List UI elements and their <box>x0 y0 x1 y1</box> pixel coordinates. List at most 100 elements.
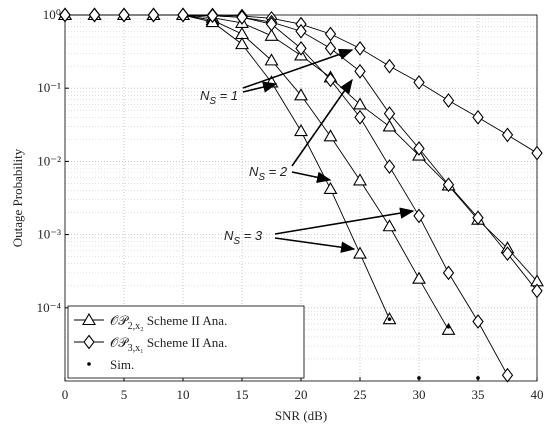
legend-rest: Scheme II Ana. <box>144 313 228 328</box>
arrow <box>291 78 353 167</box>
x-tick-label: 25 <box>354 387 367 402</box>
x-tick-label: 20 <box>295 387 308 402</box>
diamond-marker <box>472 314 484 329</box>
diamond-marker <box>147 7 160 23</box>
diamond-marker <box>442 265 455 281</box>
legend-main: 𝒪𝒫 <box>110 335 129 350</box>
diamond-marker <box>324 72 337 88</box>
annotation: NS = 2 <box>249 164 288 183</box>
triangle-marker <box>264 53 279 66</box>
annotation-rest: = 2 <box>265 164 288 179</box>
diamond-marker <box>118 7 130 23</box>
diamond-marker <box>206 8 219 24</box>
series-line <box>65 14 508 376</box>
diamond-marker <box>88 7 101 23</box>
triangle-marker <box>441 322 456 335</box>
annotation-text: N <box>224 228 234 243</box>
diamond-marker <box>442 177 455 193</box>
triangle-marker <box>382 219 397 232</box>
sim-dot <box>446 325 451 329</box>
arrow <box>242 48 354 89</box>
y-tick-label: 10⁻² <box>37 153 61 168</box>
diamond-marker <box>236 9 248 25</box>
legend-main: 𝒪𝒫 <box>110 313 129 328</box>
diamond-marker <box>354 40 366 56</box>
triangle-marker <box>353 97 367 110</box>
y-tick-label: 10⁰ <box>43 7 61 22</box>
annotation-text: N <box>200 88 210 103</box>
annotation-sub: S <box>209 96 216 107</box>
x-tick-label: 10 <box>177 387 190 402</box>
legend-box <box>67 305 305 379</box>
legend-rest: Scheme II Ana. <box>144 335 228 350</box>
plot-frame <box>64 14 538 382</box>
diamond-marker <box>265 16 278 32</box>
arrow <box>274 237 356 253</box>
triangle-marker <box>382 119 397 132</box>
diamond-marker <box>413 75 425 90</box>
diamond-marker <box>324 40 337 56</box>
x-tick-label: 40 <box>531 387 544 402</box>
x-tick-label: 5 <box>121 387 128 402</box>
triangle-marker <box>323 129 338 142</box>
diamond-marker <box>501 246 514 262</box>
diamond-marker <box>383 58 396 74</box>
diamond-marker <box>83 334 95 350</box>
diamond-marker <box>383 159 396 174</box>
diamond-marker <box>501 367 514 383</box>
diamond-marker <box>59 7 71 23</box>
y-tick-label: 10⁻¹ <box>37 80 61 95</box>
diamond-marker <box>383 106 396 121</box>
legend-sub: 3,x₁ <box>128 343 144 354</box>
legend-main: Sim. <box>110 357 134 372</box>
annotation-sub: S <box>258 172 265 183</box>
sim-dot <box>476 376 480 380</box>
triangle-marker <box>294 123 308 137</box>
sim-dot <box>87 362 91 366</box>
diamond-marker <box>295 23 307 39</box>
diamond-marker <box>531 145 543 161</box>
x-tick-label: 35 <box>472 387 485 402</box>
diamond-marker <box>472 210 484 226</box>
x-tick-label: 30 <box>413 387 426 402</box>
annotation-sub: S <box>233 236 240 247</box>
arrows <box>242 48 415 253</box>
diamond-marker <box>472 109 484 125</box>
annotation: NS = 3 <box>224 228 263 247</box>
legend-label: 𝒪𝒫3,x₁ Scheme II Ana. <box>110 335 227 354</box>
diamond-marker <box>413 141 425 156</box>
arrow <box>291 171 332 183</box>
arrow <box>274 207 415 235</box>
triangle-marker <box>353 246 367 259</box>
diamond-marker <box>531 283 543 299</box>
annotation-rest: = 3 <box>240 228 263 243</box>
sim-dot <box>387 317 392 321</box>
legend-sub: 2,x₂ <box>128 321 144 332</box>
triangle-marker <box>294 88 308 101</box>
triangle-marker <box>235 37 249 50</box>
legend-label: 𝒪𝒫2,x₂ Scheme II Ana. <box>110 313 227 332</box>
arrow <box>242 81 278 93</box>
plot <box>58 7 544 383</box>
annotation-rest: = 1 <box>216 88 238 103</box>
diamond-marker <box>354 63 366 79</box>
diamond-marker <box>442 93 455 108</box>
diamond-marker <box>413 208 425 224</box>
x-axis-label: SNR (dB) <box>275 408 327 423</box>
x-tick-label: 0 <box>62 387 69 402</box>
annotation-text: N <box>249 164 259 179</box>
diamond-marker <box>354 109 366 125</box>
triangle-marker <box>353 173 367 186</box>
triangle-marker <box>82 312 96 326</box>
legend-label: Sim. <box>110 357 134 372</box>
annotation: NS = 1 <box>200 88 238 107</box>
diamond-marker <box>177 7 189 23</box>
diamond-marker <box>324 26 337 42</box>
y-axis-label: Outage Probability <box>10 148 25 247</box>
triangle-marker <box>323 181 338 195</box>
diamond-marker <box>295 40 307 56</box>
diamond-marker <box>501 127 514 143</box>
x-tick-label: 15 <box>236 387 249 402</box>
legend: 𝒪𝒫2,x₂ Scheme II Ana.𝒪𝒫3,x₁ Scheme II An… <box>67 305 305 379</box>
